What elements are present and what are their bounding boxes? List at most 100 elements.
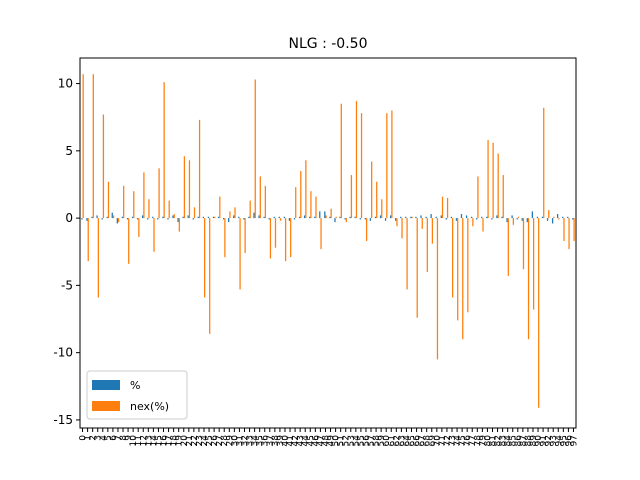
bar-percent-11 [136, 218, 139, 220]
bar-percent-29 [228, 218, 230, 223]
legend-swatch-percent [92, 380, 120, 390]
x-tick-label: 17 [165, 435, 175, 446]
bar-percent-82 [496, 215, 498, 219]
x-tick-label: 93 [549, 435, 559, 446]
x-tick-label: 10 [129, 435, 139, 447]
bar-percent-40 [283, 216, 285, 219]
bar-nex-47 [320, 218, 322, 250]
x-tick-label: 54 [352, 435, 362, 447]
x-tick-label: 31 [235, 435, 245, 446]
y-axis: -15 -10 -5 0 5 10 [53, 77, 80, 427]
bar-percent-93 [551, 218, 554, 224]
bar-percent-44 [303, 215, 306, 219]
bar-nex-32 [244, 218, 246, 254]
bar-nex-39 [279, 218, 282, 221]
bar-nex-70 [436, 218, 439, 360]
x-tick-label: 4 [99, 435, 109, 441]
bar-nex-50 [335, 216, 337, 219]
bar-nex-11 [138, 218, 140, 237]
bar-percent-38 [273, 216, 275, 219]
bar-percent-0 [81, 218, 83, 220]
bar-percent-89 [531, 211, 533, 219]
bar-nex-41 [290, 218, 292, 258]
bar-percent-43 [298, 216, 301, 219]
bar-percent-22 [192, 218, 194, 220]
bar-percent-86 [516, 218, 518, 220]
x-tick-label: 37 [266, 435, 276, 446]
bar-percent-50 [334, 218, 336, 223]
x-tick-label: 80 [483, 435, 493, 447]
x-tick-label: 8 [119, 435, 129, 441]
bar-percent-5 [106, 216, 108, 219]
bar-nex-68 [426, 218, 428, 272]
x-tick-label: 70 [433, 435, 443, 447]
x-tick-label: 95 [559, 435, 569, 446]
x-tick-label: 20 [180, 435, 190, 447]
bar-nex-58 [376, 181, 378, 219]
bar-percent-75 [460, 214, 463, 219]
bar-nex-2 [92, 74, 94, 219]
bar-nex-3 [97, 218, 99, 298]
x-tick-label: 59 [377, 435, 387, 447]
bar-nex-23 [198, 119, 201, 219]
y-tick-label: -10 [53, 346, 73, 360]
x-tick-label: 56 [362, 435, 372, 447]
bar-percent-15 [157, 218, 159, 220]
x-tick-label: 66 [413, 435, 423, 447]
bar-nex-9 [128, 218, 130, 264]
bar-nex-25 [209, 218, 211, 334]
x-axis: 0123456789101112131415161718192021222324… [79, 428, 579, 447]
x-tick-label: 23 [195, 435, 205, 446]
bar-nex-65 [411, 216, 413, 219]
x-tick-label: 42 [291, 435, 301, 446]
bar-percent-95 [562, 216, 564, 219]
x-tick-label: 92 [544, 435, 554, 446]
bar-percent-61 [390, 215, 392, 219]
bar-nex-24 [204, 218, 206, 298]
bar-percent-96 [567, 216, 569, 219]
x-tick-label: 76 [463, 435, 473, 447]
x-tick-label: 32 [240, 435, 250, 446]
bar-percent-46 [314, 216, 316, 219]
bar-nex-64 [406, 218, 408, 290]
chart-title: NLG : -0.50 [289, 36, 368, 52]
bar-nex-87 [522, 218, 525, 270]
bar-percent-35 [258, 215, 260, 219]
legend: % nex(%) [86, 370, 188, 420]
x-tick-label: 13 [144, 435, 154, 446]
bar-percent-23 [197, 216, 199, 219]
bar-percent-66 [415, 216, 417, 219]
bar-nex-59 [381, 199, 383, 219]
bar-nex-27 [219, 196, 221, 219]
bar-nex-10 [133, 191, 135, 219]
bar-percent-88 [526, 218, 528, 223]
bar-nex-75 [462, 218, 464, 340]
x-tick-label: 41 [286, 435, 296, 446]
x-tick-label: 0 [79, 435, 89, 441]
bar-nex-12 [143, 172, 145, 219]
bar-nex-26 [214, 216, 216, 219]
bar-percent-70 [435, 216, 437, 219]
bar-percent-71 [440, 215, 442, 219]
bar-percent-3 [96, 215, 98, 219]
x-tick-label: 55 [357, 435, 367, 446]
x-tick-label: 65 [408, 435, 418, 446]
bar-percent-58 [374, 216, 377, 219]
bar-percent-74 [455, 218, 458, 221]
bar-percent-6 [111, 212, 113, 219]
bar-nex-93 [553, 216, 555, 219]
bar-nex-85 [512, 218, 514, 225]
bar-nex-51 [340, 103, 342, 219]
bar-percent-77 [470, 216, 473, 219]
bar-nex-80 [487, 140, 489, 219]
x-tick-label: 30 [230, 435, 240, 447]
bar-nex-74 [457, 218, 459, 321]
bar-nex-83 [502, 175, 504, 219]
bar-nex-90 [538, 218, 540, 408]
bar-percent-91 [541, 216, 544, 219]
bar-nex-28 [224, 218, 226, 258]
bar-percent-85 [511, 215, 513, 219]
bar-nex-79 [482, 218, 484, 232]
x-tick-label: 47 [316, 435, 326, 446]
bar-nex-97 [573, 218, 575, 241]
